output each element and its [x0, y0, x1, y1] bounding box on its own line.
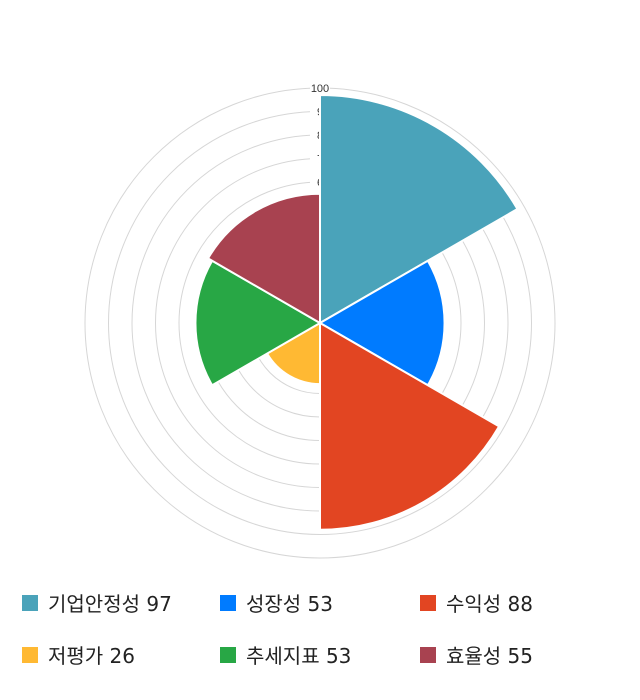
legend-swatch	[22, 646, 38, 663]
segment-저평가	[265, 321, 321, 386]
legend-item[interactable]: 기업안정성 97	[22, 588, 172, 617]
segment-추세지표	[194, 259, 322, 387]
legend-item[interactable]: 성장성 53	[220, 588, 333, 617]
legend-swatch	[420, 594, 436, 611]
legend-item[interactable]: 수익성 88	[420, 588, 533, 617]
legend-label: 효율성 55	[446, 644, 534, 668]
segment-효율성	[206, 192, 321, 325]
legend-label: 수익성 88	[446, 592, 534, 616]
legend-label: 성장성 53	[246, 592, 334, 616]
legend-label: 저평가 26	[48, 644, 136, 668]
tick-label: 100	[311, 83, 329, 95]
legend-swatch	[22, 594, 38, 611]
legend-swatch	[220, 594, 236, 611]
segment-기업안정성	[319, 94, 519, 325]
tick-label-bg	[310, 82, 330, 94]
legend-swatch	[220, 646, 236, 663]
legend-label: 기업안정성 97	[48, 592, 172, 616]
legend-label: 추세지표 53	[246, 644, 352, 668]
legend-item[interactable]: 저평가 26	[22, 640, 135, 669]
segment-수익성	[319, 321, 501, 531]
polar-area-chart: 6789100	[84, 82, 556, 559]
legend-swatch	[420, 646, 436, 663]
legend-item[interactable]: 추세지표 53	[220, 640, 351, 669]
legend-item[interactable]: 효율성 55	[420, 640, 533, 669]
segment-성장성	[318, 259, 446, 387]
